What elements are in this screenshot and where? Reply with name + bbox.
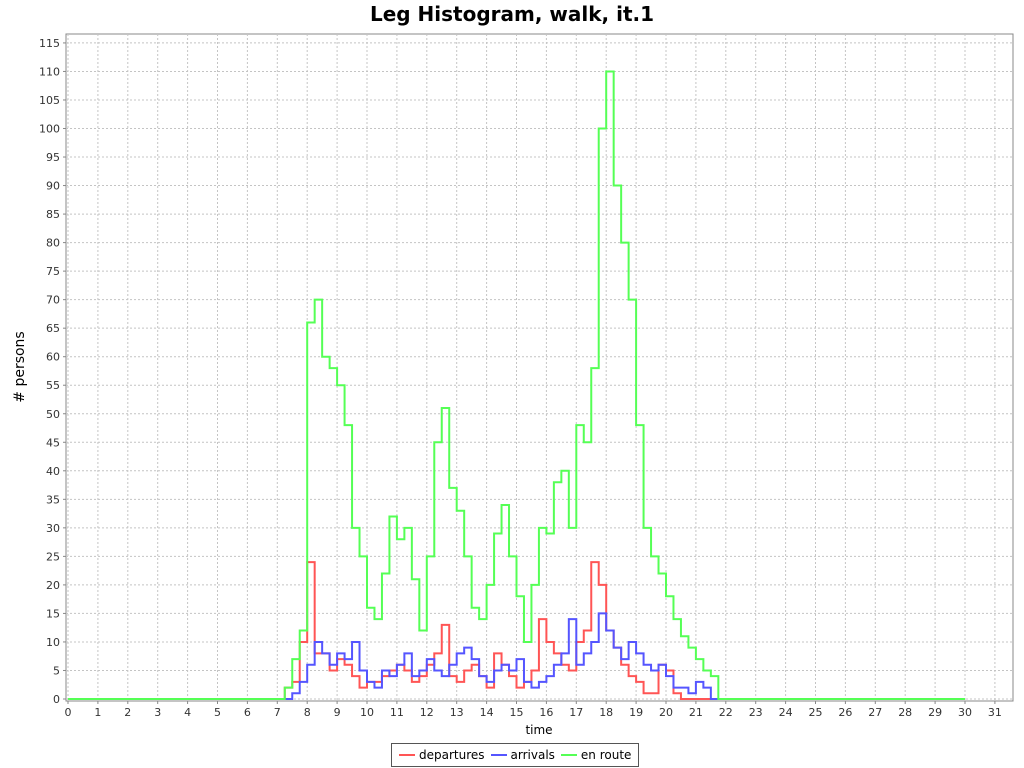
x-tick-label: 16 bbox=[539, 706, 553, 719]
y-tick-label: 80 bbox=[46, 237, 60, 250]
legend-swatch bbox=[490, 754, 507, 756]
x-tick-label: 3 bbox=[154, 706, 161, 719]
x-tick-label: 19 bbox=[629, 706, 643, 719]
x-tick-label: 2 bbox=[124, 706, 131, 719]
x-tick-label: 11 bbox=[390, 706, 404, 719]
y-tick-label: 65 bbox=[46, 322, 60, 335]
y-axis-title: # persons bbox=[12, 331, 28, 402]
legend-label: departures bbox=[419, 748, 485, 762]
y-tick-label: 35 bbox=[46, 493, 60, 506]
y-tick-label: 100 bbox=[39, 123, 60, 136]
y-tick-label: 5 bbox=[53, 664, 60, 677]
y-tick-label: 115 bbox=[39, 37, 60, 50]
x-tick-label: 25 bbox=[809, 706, 823, 719]
x-tick-label: 23 bbox=[749, 706, 763, 719]
legend-entry-en-route: en route bbox=[560, 748, 632, 762]
chart-title: Leg Histogram, walk, it.1 bbox=[369, 2, 655, 26]
x-tick-label: 21 bbox=[689, 706, 703, 719]
x-tick-label: 22 bbox=[719, 706, 733, 719]
x-tick-label: 13 bbox=[450, 706, 464, 719]
y-tick-label: 95 bbox=[46, 151, 60, 164]
x-tick-label: 5 bbox=[214, 706, 221, 719]
y-tick-label: 70 bbox=[46, 294, 60, 307]
y-tick-label: 15 bbox=[46, 607, 60, 620]
x-tick-label: 26 bbox=[838, 706, 852, 719]
legend-entry-departures: departures bbox=[399, 748, 485, 762]
series-line-arrivals bbox=[68, 612, 965, 700]
x-tick-label: 27 bbox=[868, 706, 882, 719]
y-tick-label: 45 bbox=[46, 436, 60, 449]
legend: departures arrivals en route bbox=[391, 743, 640, 767]
x-tick-label: 28 bbox=[898, 706, 912, 719]
x-tick-label: 17 bbox=[569, 706, 583, 719]
data-series bbox=[68, 70, 965, 700]
x-tick-label: 30 bbox=[958, 706, 972, 719]
x-tick-label: 12 bbox=[420, 706, 434, 719]
axis-ticks: 0 1 2 3 4 5 6 7 8 9 10 11 12 13 14 15 16 17 18 19 20 21 22 23 24… bbox=[39, 37, 1002, 719]
y-tick-label: 25 bbox=[46, 550, 60, 563]
y-tick-label: 75 bbox=[46, 265, 60, 278]
legend-entry-arrivals: arrivals bbox=[490, 748, 555, 762]
x-tick-label: 10 bbox=[360, 706, 374, 719]
x-tick-label: 9 bbox=[334, 706, 341, 719]
y-tick-label: 55 bbox=[46, 379, 60, 392]
legend-swatch bbox=[560, 754, 577, 756]
x-tick-label: 31 bbox=[988, 706, 1002, 719]
y-tick-label: 90 bbox=[46, 180, 60, 193]
x-tick-label: 24 bbox=[779, 706, 793, 719]
x-tick-label: 1 bbox=[94, 706, 101, 719]
y-tick-label: 50 bbox=[46, 408, 60, 421]
x-tick-label: 7 bbox=[274, 706, 281, 719]
y-tick-label: 105 bbox=[39, 94, 60, 107]
x-tick-label: 14 bbox=[480, 706, 494, 719]
x-tick-label: 15 bbox=[510, 706, 524, 719]
x-tick-label: 18 bbox=[599, 706, 613, 719]
chart-canvas: 0 1 2 3 4 5 6 7 8 9 10 11 12 13 14 15 16 17 18 19 20 21 22 23 24… bbox=[12, 33, 1014, 737]
y-tick-label: 110 bbox=[39, 65, 60, 78]
x-axis-title: time bbox=[525, 723, 552, 737]
x-tick-label: 29 bbox=[928, 706, 942, 719]
y-tick-label: 10 bbox=[46, 636, 60, 649]
x-tick-label: 8 bbox=[304, 706, 311, 719]
x-tick-label: 20 bbox=[659, 706, 673, 719]
y-tick-label: 85 bbox=[46, 208, 60, 221]
y-tick-label: 30 bbox=[46, 522, 60, 535]
plot-area bbox=[65, 33, 1014, 702]
x-tick-label: 4 bbox=[184, 706, 191, 719]
y-tick-label: 0 bbox=[53, 693, 60, 706]
legend-label: arrivals bbox=[510, 748, 555, 762]
series-line-en-route bbox=[68, 70, 965, 700]
x-tick-label: 6 bbox=[244, 706, 251, 719]
x-tick-label: 0 bbox=[65, 706, 72, 719]
y-tick-label: 40 bbox=[46, 465, 60, 478]
y-tick-label: 60 bbox=[46, 351, 60, 364]
legend-label: en route bbox=[580, 748, 632, 762]
legend-swatch bbox=[399, 754, 415, 756]
y-tick-label: 20 bbox=[46, 579, 60, 592]
